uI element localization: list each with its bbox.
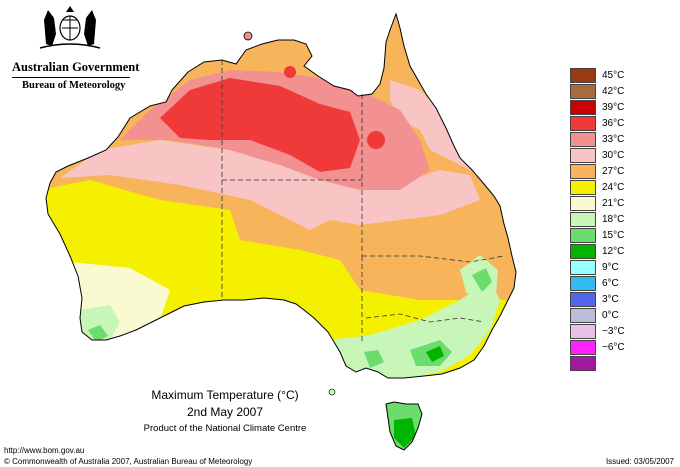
- legend-row: 36°C: [570, 116, 640, 132]
- legend-label: 36°C: [602, 118, 625, 129]
- state-borders: [221, 60, 505, 342]
- legend-label: 18°C: [602, 214, 625, 225]
- legend-label: 30°C: [602, 150, 625, 161]
- legend-swatch: [570, 292, 596, 307]
- legend-swatch: [570, 276, 596, 291]
- legend-label: 21°C: [602, 198, 625, 209]
- bureau-title: Bureau of Meteorology: [22, 80, 126, 91]
- legend-row: 21°C: [570, 196, 640, 212]
- legend-swatch: [570, 228, 596, 243]
- kangaroo-island: [328, 388, 336, 396]
- legend-swatch: [570, 340, 596, 355]
- legend-label: −3°C: [602, 326, 625, 337]
- legend-row: 45°C: [570, 68, 640, 84]
- legend-label: 24°C: [602, 182, 625, 193]
- legend-row: [570, 356, 640, 372]
- legend-label: 15°C: [602, 230, 625, 241]
- legend-row: 9°C: [570, 260, 640, 276]
- coat-of-arms-logo: [39, 6, 101, 49]
- legend-swatch: [570, 212, 596, 227]
- legend-label: 3°C: [602, 294, 619, 305]
- legend-row: −3°C: [570, 324, 640, 340]
- legend-swatch: [570, 84, 596, 99]
- legend-row: 39°C: [570, 100, 640, 116]
- copyright-text: © Commonwealth of Australia 2007, Austra…: [4, 457, 253, 466]
- melville-island: [243, 31, 253, 41]
- legend-label: 12°C: [602, 246, 625, 257]
- legend-swatch: [570, 116, 596, 131]
- legend-swatch: [570, 164, 596, 179]
- legend-label: 0°C: [602, 310, 619, 321]
- legend-row: 3°C: [570, 292, 640, 308]
- legend-row: 30°C: [570, 148, 640, 164]
- temperature-legend: 45°C 42°C 39°C 36°C 33°C 30°C 27°C 24°C 21°C 18°C…: [570, 68, 640, 372]
- legend-row: 18°C: [570, 212, 640, 228]
- legend-label: 45°C: [602, 70, 625, 81]
- map-title: Maximum Temperature (°C): [151, 388, 299, 402]
- legend-swatch: [570, 68, 596, 83]
- legend-label: −6°C: [602, 342, 625, 353]
- legend-row: 42°C: [570, 84, 640, 100]
- legend-row: 24°C: [570, 180, 640, 196]
- legend-swatch: [570, 324, 596, 339]
- legend-label: 27°C: [602, 166, 625, 177]
- legend-swatch: [570, 356, 596, 371]
- legend-row: 15°C: [570, 228, 640, 244]
- legend-label: 39°C: [602, 102, 625, 113]
- map-subtitle: Product of the National Climate Centre: [143, 423, 307, 434]
- legend-swatch: [570, 148, 596, 163]
- legend-row: −6°C: [570, 340, 640, 356]
- bom-url-link[interactable]: http://www.bom.gov.au: [4, 446, 85, 455]
- legend-label: 9°C: [602, 262, 619, 273]
- legend-swatch: [570, 260, 596, 275]
- legend-swatch: [570, 180, 596, 195]
- legend-swatch: [570, 132, 596, 147]
- legend-row: 33°C: [570, 132, 640, 148]
- issued-date: Issued: 03/05/2007: [605, 457, 674, 466]
- legend-row: 12°C: [570, 244, 640, 260]
- legend-swatch: [570, 196, 596, 211]
- legend-row: 6°C: [570, 276, 640, 292]
- legend-swatch: [570, 244, 596, 259]
- legend-swatch: [570, 100, 596, 115]
- legend-label: 6°C: [602, 278, 619, 289]
- header-divider: [12, 77, 130, 78]
- legend-row: 27°C: [570, 164, 640, 180]
- legend-label: 33°C: [602, 134, 625, 145]
- legend-label: 42°C: [602, 86, 625, 97]
- map-date: 2nd May 2007: [186, 405, 264, 419]
- legend-row: 0°C: [570, 308, 640, 324]
- legend-swatch: [570, 308, 596, 323]
- government-title: Australian Government: [12, 60, 140, 74]
